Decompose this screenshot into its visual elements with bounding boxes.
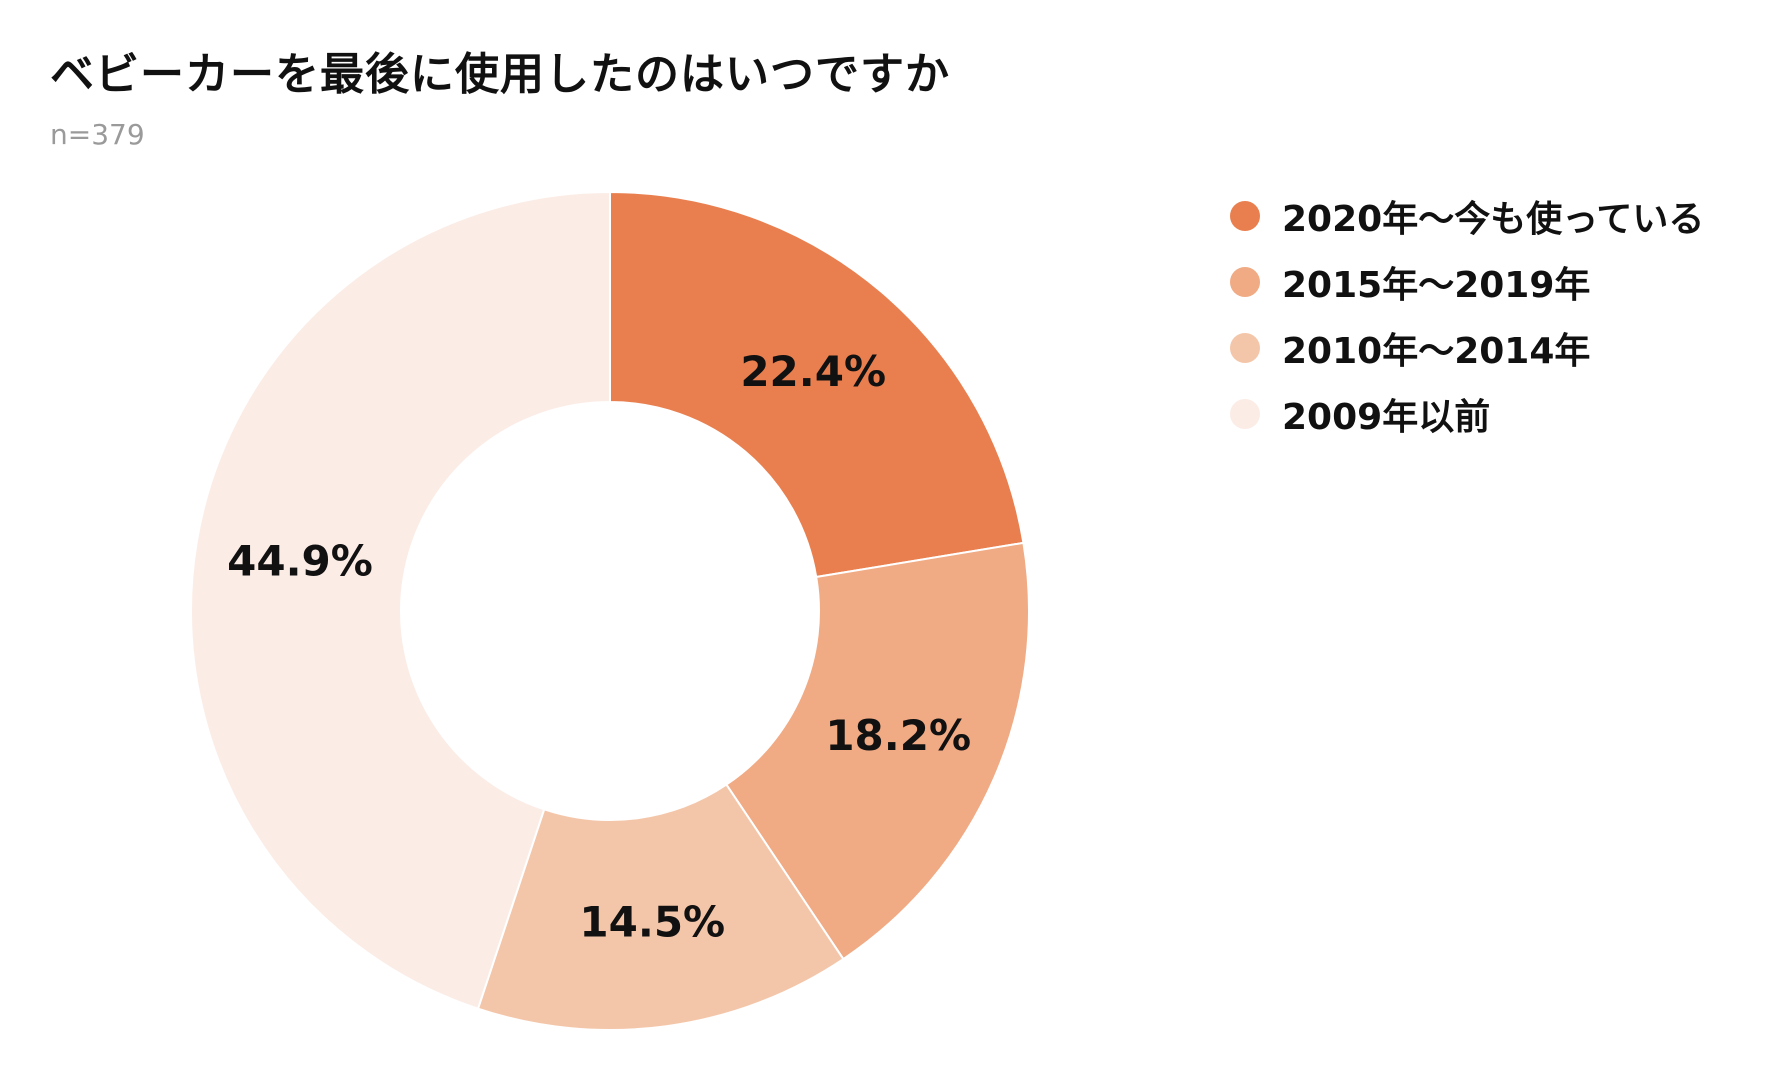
legend-swatch bbox=[1230, 399, 1260, 429]
legend-item[interactable]: 2010年〜2014年 bbox=[1230, 315, 1704, 381]
legend-item[interactable]: 2009年以前 bbox=[1230, 381, 1704, 447]
donut-slice[interactable] bbox=[476, 783, 845, 1031]
legend-label: 2010年〜2014年 bbox=[1282, 331, 1591, 372]
slice-value-label: 18.2% bbox=[825, 711, 971, 760]
donut-slice[interactable] bbox=[609, 190, 1025, 579]
chart-title: ベビーカーを最後に使用したのはいつですか bbox=[50, 49, 950, 100]
legend-swatch bbox=[1230, 201, 1260, 231]
slice-value-label: 22.4% bbox=[740, 347, 886, 396]
legend-label: 2009年以前 bbox=[1282, 397, 1491, 438]
sample-size-label: n=379 bbox=[50, 118, 145, 151]
donut-slice[interactable] bbox=[724, 541, 1030, 961]
chart-legend: 2020年〜今も使っている 2015年〜2019年 2010年〜2014年 20… bbox=[1230, 183, 1704, 447]
slice-value-label: 44.9% bbox=[227, 536, 373, 585]
legend-label: 2015年〜2019年 bbox=[1282, 265, 1591, 306]
legend-swatch bbox=[1230, 333, 1260, 363]
legend-swatch bbox=[1230, 267, 1260, 297]
legend-item[interactable]: 2020年〜今も使っている bbox=[1230, 183, 1704, 249]
legend-item[interactable]: 2015年〜2019年 bbox=[1230, 249, 1704, 315]
slice-value-label: 14.5% bbox=[579, 898, 725, 947]
donut-slice[interactable] bbox=[190, 190, 611, 1010]
legend-label: 2020年〜今も使っている bbox=[1282, 199, 1705, 240]
